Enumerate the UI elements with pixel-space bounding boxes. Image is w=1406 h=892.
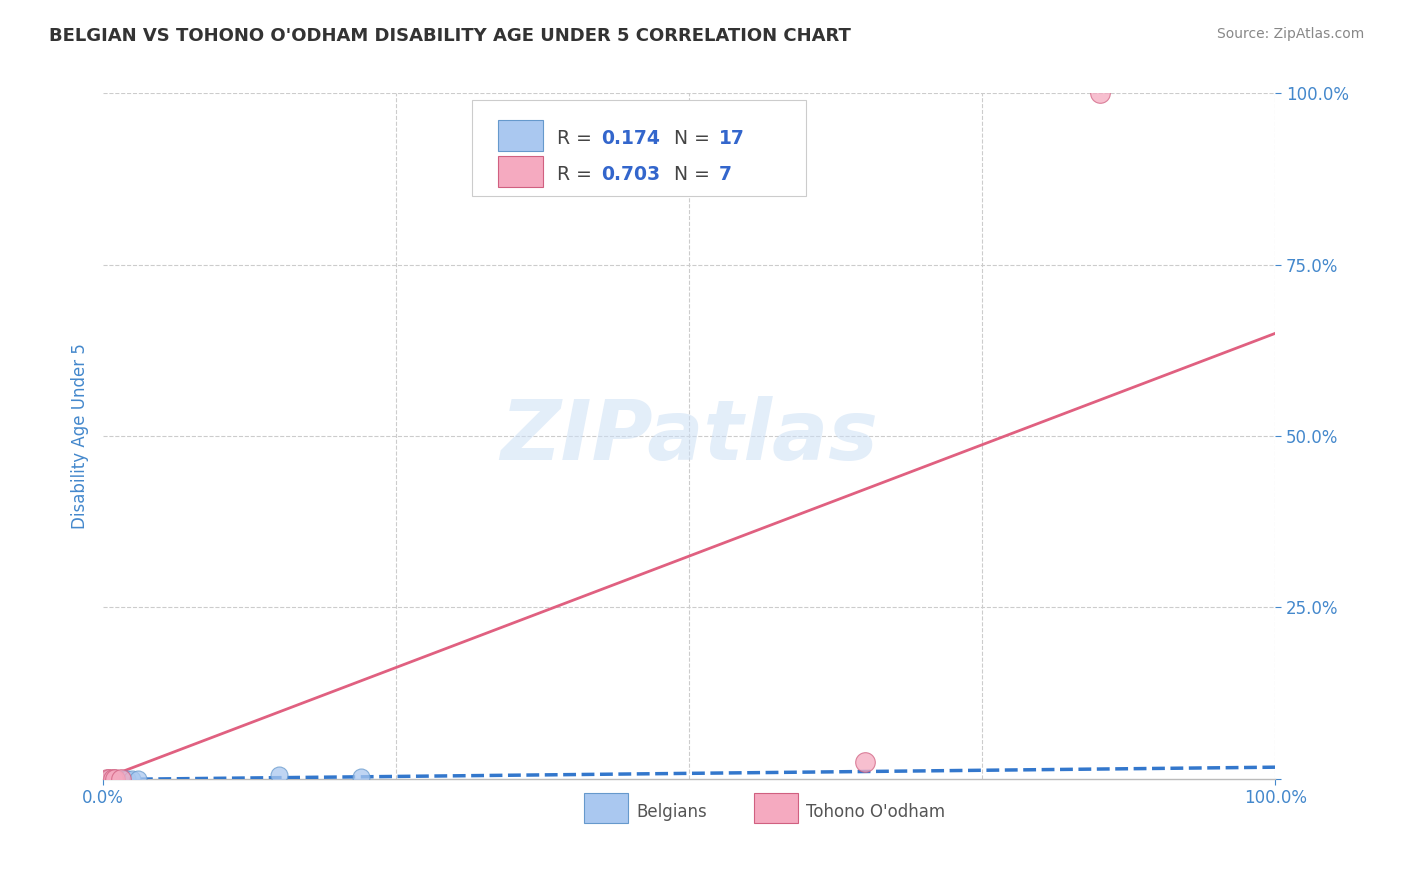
Bar: [754, 793, 799, 823]
Point: [98, 772, 121, 786]
Text: 0.703: 0.703: [602, 165, 661, 184]
Point: [121, 772, 143, 786]
Point: [112, 772, 135, 786]
Point: [110, 772, 132, 786]
Point: [127, 772, 149, 786]
Point: [100, 772, 122, 786]
Text: R =: R =: [557, 128, 598, 148]
Bar: [583, 793, 628, 823]
Point: [103, 772, 125, 786]
Point: [853, 755, 876, 769]
Point: [98, 772, 121, 786]
Point: [115, 772, 138, 786]
Point: [101, 772, 124, 786]
Point: [101, 772, 124, 786]
Point: [96, 772, 118, 786]
Text: Source: ZipAtlas.com: Source: ZipAtlas.com: [1216, 27, 1364, 41]
Text: N =: N =: [673, 165, 716, 184]
Text: ZIPatlas: ZIPatlas: [501, 395, 879, 476]
Point: [104, 772, 127, 786]
Text: Tohono O'odham: Tohono O'odham: [807, 803, 946, 821]
FancyBboxPatch shape: [472, 100, 807, 196]
Point: [105, 772, 128, 786]
Point: [105, 772, 128, 786]
Text: N =: N =: [673, 128, 716, 148]
Text: 17: 17: [718, 128, 744, 148]
Bar: [498, 156, 543, 186]
Point: [267, 768, 290, 782]
Text: 7: 7: [718, 165, 731, 184]
Text: 0.174: 0.174: [602, 128, 661, 148]
Y-axis label: Disability Age Under 5: Disability Age Under 5: [72, 343, 89, 529]
Point: [98, 772, 121, 786]
Point: [104, 772, 127, 786]
Text: Belgians: Belgians: [637, 803, 707, 821]
Bar: [498, 120, 543, 151]
Point: [96, 772, 118, 786]
Point: [110, 772, 132, 786]
Point: [1088, 87, 1111, 101]
Point: [350, 770, 373, 784]
Text: R =: R =: [557, 165, 598, 184]
Point: [107, 772, 129, 786]
Text: BELGIAN VS TOHONO O'ODHAM DISABILITY AGE UNDER 5 CORRELATION CHART: BELGIAN VS TOHONO O'ODHAM DISABILITY AGE…: [49, 27, 851, 45]
